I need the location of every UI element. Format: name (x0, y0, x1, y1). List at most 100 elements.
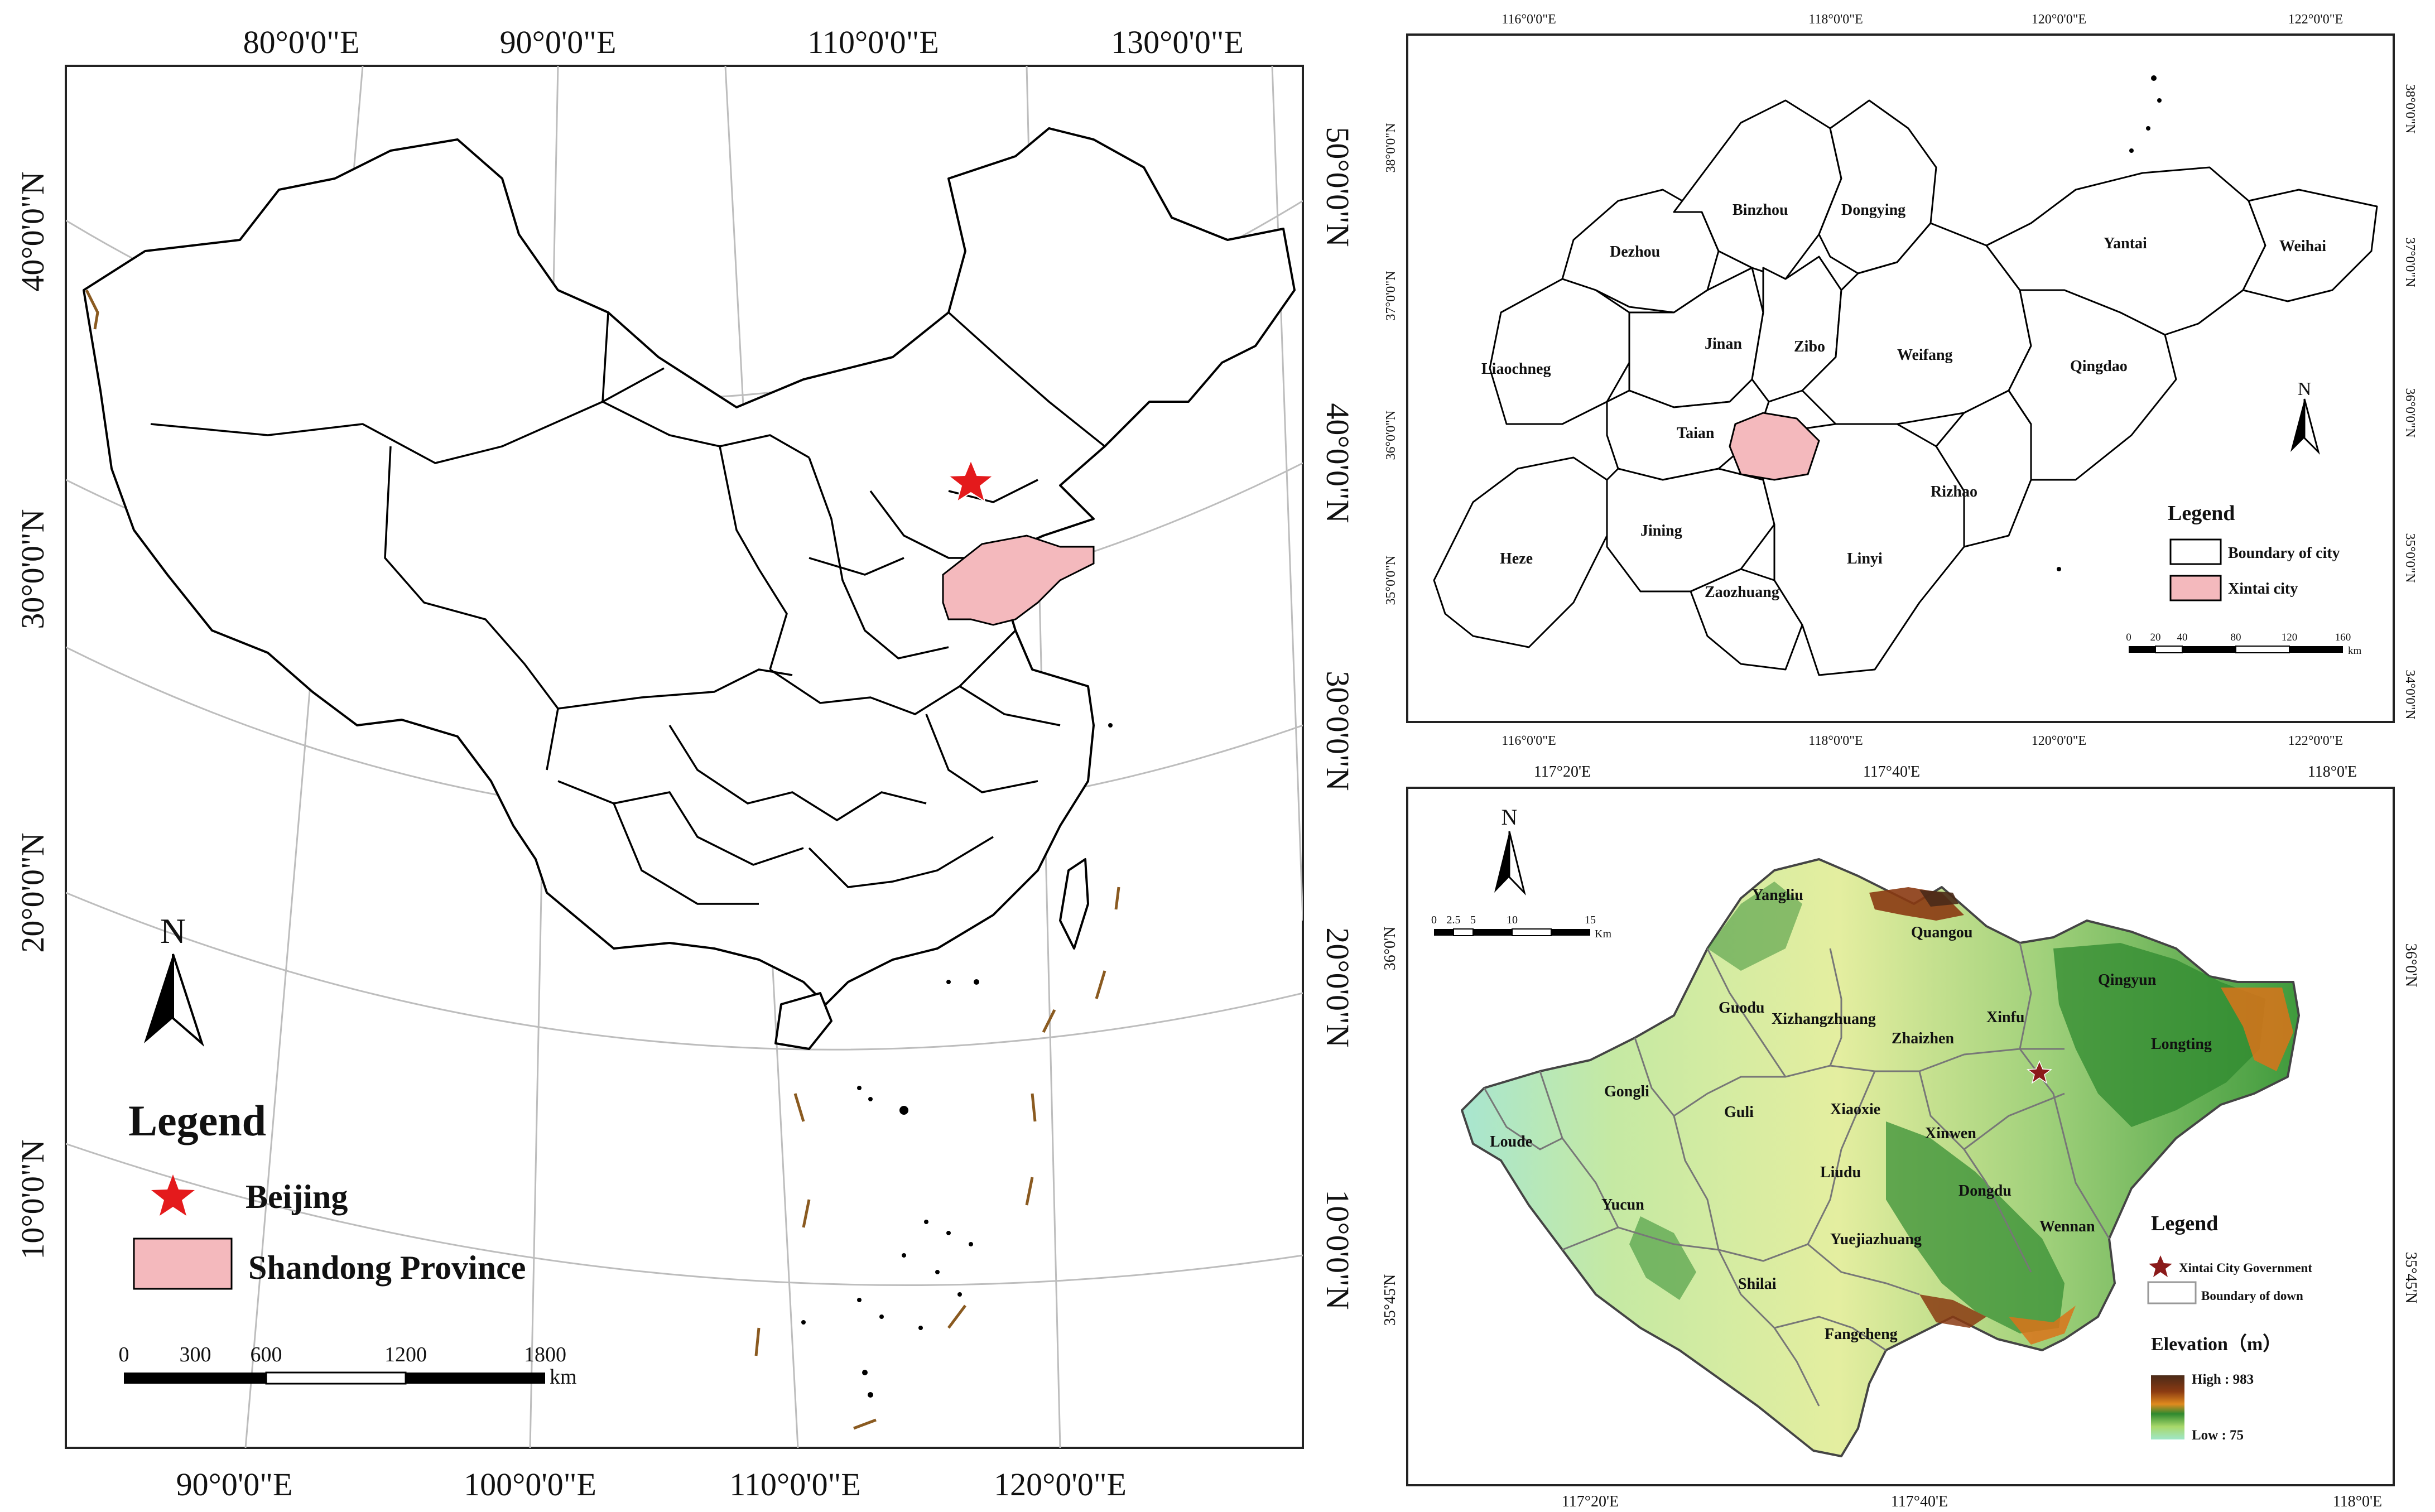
china-top-lon-0: 80°0'0"E (243, 24, 360, 60)
shandong-legend-title: Legend (2168, 502, 2235, 525)
china-bottom-lon-3: 120°0'0"E (994, 1466, 1127, 1503)
svg-text:36°0'0"N: 36°0'0"N (1384, 410, 1398, 460)
legend-city-boundary-swatch (2169, 538, 2222, 565)
svg-text:5: 5 (1470, 914, 1476, 926)
svg-text:120°0'0"E: 120°0'0"E (2032, 734, 2086, 748)
svg-text:117°20'E: 117°20'E (1562, 1493, 1619, 1510)
city-zaozhuang (1690, 568, 1803, 671)
china-left-lat-3: 10°0'0"N (15, 1139, 51, 1259)
xintai-elevation-high: High : 983 (2192, 1372, 2254, 1387)
xintai-legend-item-boundary: Boundary of down (2201, 1289, 2303, 1303)
beijing-star (947, 459, 995, 503)
svg-text:160: 160 (2335, 632, 2351, 643)
xintai-coord-labels: 117°20'E 117°40'E 118°0'E 117°20'E 117°4… (1382, 763, 2419, 1510)
svg-text:40: 40 (2177, 632, 2188, 643)
hainan-island (774, 992, 832, 1050)
svg-text:116°0'0"E: 116°0'0"E (1502, 734, 1556, 748)
south-china-sea-dashes (85, 289, 1120, 1430)
label-jinan: Jinan (1705, 335, 1742, 353)
svg-text:117°20'E: 117°20'E (1534, 763, 1591, 781)
china-bottom-lon-0: 90°0'0"E (176, 1466, 293, 1503)
xintai-terrain (1461, 858, 2300, 1457)
label-gongli: Gongli (1604, 1083, 1649, 1100)
xintai-north-label: N (1502, 805, 1518, 830)
china-top-lon-3: 130°0'0"E (1111, 24, 1244, 60)
svg-text:37°0'0"N: 37°0'0"N (1384, 271, 1398, 320)
label-jining: Jining (1640, 522, 1682, 540)
city-weihai (2242, 189, 2378, 302)
label-heze: Heze (1500, 550, 1533, 567)
label-dongying: Dongying (1841, 201, 1905, 219)
label-shilai: Shilai (1738, 1275, 1777, 1293)
city-liaocheng (1489, 278, 1630, 425)
svg-text:10: 10 (1507, 914, 1518, 926)
china-left-lat-2: 20°0'0"N (15, 832, 51, 952)
xintai-legend-title: Legend (2151, 1212, 2218, 1235)
label-zhaizhen: Zhaizhen (1892, 1030, 1954, 1047)
shandong-map-frame (1406, 33, 2395, 723)
svg-text:120: 120 (2282, 632, 2298, 643)
xintai-legend-item-government: Xintai City Government (2179, 1261, 2312, 1275)
shandong-map-panel (1406, 33, 2395, 723)
svg-text:35°0'0"N: 35°0'0"N (1384, 555, 1398, 605)
label-loude: Loude (1490, 1133, 1532, 1150)
label-rizhao: Rizhao (1931, 483, 1977, 500)
label-yangliu: Yangliu (1752, 887, 1803, 904)
label-dongdu: Dongdu (1958, 1182, 2011, 1200)
china-left-lat-1: 30°0'0"N (15, 509, 51, 629)
label-yuejiazhuang: Yuejiazhuang (1830, 1231, 1922, 1248)
label-qingdao: Qingdao (2070, 358, 2128, 375)
china-top-lon-2: 110°0'0"E (807, 24, 939, 60)
svg-text:km: km (550, 1365, 577, 1389)
label-quangou: Quangou (1911, 924, 1973, 941)
shandong-north-label: N (2298, 379, 2312, 399)
svg-text:20: 20 (2150, 632, 2161, 643)
china-map-panel (65, 65, 1304, 1449)
xintai-city-shape (1729, 412, 1820, 481)
svg-text:118°0'0"E: 118°0'0"E (1808, 734, 1863, 748)
xintai-map-frame (1406, 787, 2395, 1486)
svg-text:1200: 1200 (384, 1343, 427, 1366)
label-taian: Taian (1677, 425, 1715, 442)
svg-text:118°0'E: 118°0'E (2333, 1493, 2382, 1510)
xintai-town-boundaries (1483, 942, 2110, 1407)
svg-text:117°40'E: 117°40'E (1863, 763, 1920, 781)
xintai-government-star (2026, 1060, 2053, 1084)
label-guli: Guli (1724, 1104, 1754, 1121)
xintai-legend-symbols (2147, 1255, 2197, 1439)
shandong-city-labels: Binzhou Dongying Dezhou Yantai Weihai Ji… (1481, 201, 2326, 601)
svg-text:38°0'0"N: 38°0'0"N (2403, 84, 2417, 133)
china-legend-item-beijing: Beijing (246, 1178, 348, 1215)
xintai-town-labels: Yangliu Quangou Qingyun Guodu Xizhangzhu… (1490, 887, 2212, 1343)
china-left-lat-0: 40°0'0"N (15, 171, 51, 291)
svg-text:80: 80 (2231, 632, 2241, 643)
xintai-elevation-title: Elevation（m） (2151, 1333, 2282, 1355)
label-longting: Longting (2151, 1036, 2212, 1053)
svg-text:120°0'0"E: 120°0'0"E (2032, 12, 2086, 27)
svg-text:36°0'N: 36°0'N (1382, 927, 1399, 970)
label-fangcheng: Fangcheng (1825, 1326, 1898, 1343)
label-xizhangzhuang: Xizhangzhuang (1772, 1010, 1876, 1028)
china-scale-labels: 0 300 600 1200 1800 km (119, 1343, 577, 1389)
shandong-coord-labels: 116°0'0"E 118°0'0"E 120°0'0"E 122°0'0"E … (1384, 12, 2417, 748)
china-north-arrow (144, 954, 205, 1047)
label-binzhou: Binzhou (1733, 201, 1788, 219)
svg-text:36°0'0"N: 36°0'0"N (2403, 388, 2417, 437)
shandong-islands (2057, 75, 2162, 571)
label-guodu: Guodu (1719, 999, 1765, 1017)
xintai-map-panel (1406, 787, 2395, 1486)
svg-text:1800: 1800 (524, 1343, 566, 1366)
label-dezhou: Dezhou (1610, 243, 1660, 261)
china-coord-labels: 80°0'0"E 90°0'0"E 110°0'0"E 130°0'0"E 90… (15, 24, 1356, 1503)
legend-beijing-star-icon (151, 1174, 195, 1216)
label-weihai: Weihai (2279, 238, 2326, 255)
label-yantai: Yantai (2104, 235, 2147, 252)
china-legend-title: Legend (128, 1096, 266, 1145)
svg-text:36°0'N: 36°0'N (2402, 943, 2419, 987)
shandong-legend-item-xintai: Xintai city (2228, 580, 2298, 598)
china-right-lat-0: 50°0'0"N (1320, 127, 1356, 247)
legend-town-boundary-swatch (2147, 1281, 2197, 1304)
china-scale-bar (124, 1371, 545, 1385)
china-right-lat-1: 40°0'0"N (1320, 403, 1356, 523)
label-qingyun: Qingyun (2098, 971, 2157, 989)
